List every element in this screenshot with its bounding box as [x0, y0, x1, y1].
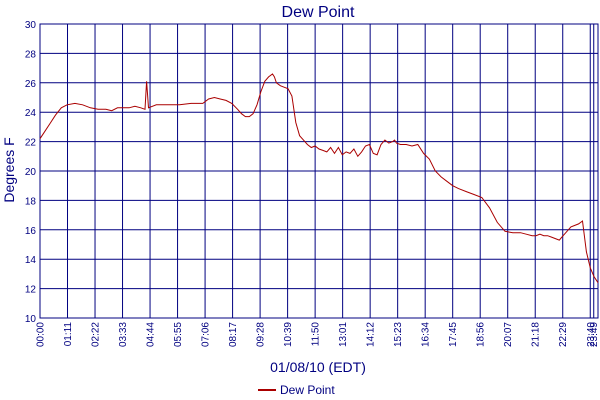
- x-tick-label: 03:33: [118, 322, 129, 347]
- y-tick-label: 28: [25, 49, 37, 60]
- y-tick-label: 18: [25, 196, 37, 207]
- x-tick-label: 04:44: [146, 322, 157, 347]
- y-tick-label: 20: [25, 167, 37, 178]
- x-tick-label: 14:12: [366, 322, 377, 347]
- x-tick-label: 21:18: [531, 322, 542, 347]
- chart-title: Dew Point: [282, 4, 355, 21]
- y-tick-label: 16: [25, 226, 37, 237]
- x-tick-label: 00:00: [36, 322, 47, 347]
- y-tick-label: 12: [25, 285, 37, 296]
- y-tick-label: 14: [25, 255, 37, 266]
- y-tick-label: 30: [25, 20, 37, 31]
- x-tick-label: 23:40: [586, 322, 597, 347]
- x-tick-label: 08:17: [228, 322, 239, 347]
- x-tick-label: 11:50: [311, 322, 322, 347]
- y-tick-label: 10: [25, 314, 37, 325]
- x-tick-label: 10:39: [283, 322, 294, 347]
- x-tick-label: 01:11: [63, 322, 74, 347]
- legend-label: Dew Point: [280, 383, 335, 397]
- x-tick-label: 07:06: [201, 322, 212, 347]
- y-tick-label: 24: [25, 108, 37, 119]
- x-tick-label: 20:07: [503, 322, 514, 347]
- x-tick-label: 23:49: [589, 322, 600, 347]
- legend: Dew Point: [258, 383, 335, 397]
- chart-grid: [39, 23, 598, 319]
- x-axis-label: 01/08/10 (EDT): [270, 359, 366, 375]
- x-tick-label: 13:01: [338, 322, 349, 347]
- x-tick-label: 18:56: [476, 322, 487, 347]
- x-axis-ticks: 00:00 01:11 02:22 03:33 04:44 05:55 07:06 08:17…: [36, 322, 600, 347]
- x-tick-label: 15:23: [393, 322, 404, 347]
- x-tick-label: 16:34: [421, 322, 432, 347]
- series-line-dew-point: [39, 73, 599, 283]
- x-tick-label: 05:55: [173, 322, 184, 347]
- y-tick-label: 22: [25, 138, 37, 149]
- x-tick-label: 17:45: [448, 322, 459, 347]
- y-axis-label: Degrees F: [1, 137, 17, 202]
- y-tick-label: 26: [25, 79, 37, 90]
- y-axis-ticks: 10 12 14 16 18 20 22 24 26 28 30: [25, 20, 37, 325]
- x-tick-label: 02:22: [91, 322, 102, 347]
- x-tick-label: 09:28: [256, 322, 267, 347]
- x-tick-label: 22:29: [558, 322, 569, 347]
- plot-frame: [39, 23, 599, 319]
